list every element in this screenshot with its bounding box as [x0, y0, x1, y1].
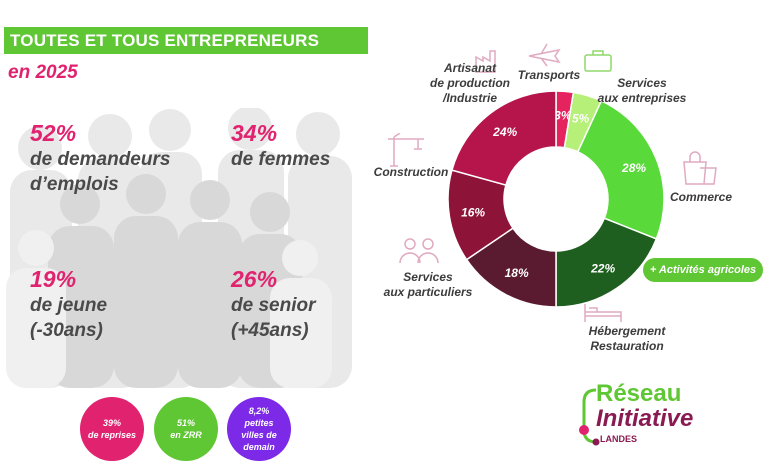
agri-badge: + Activités agricoles	[643, 258, 763, 282]
bubble-value: 8,2%	[248, 406, 270, 416]
bubble-label: petites villes de demain	[241, 418, 277, 452]
shopping-bag-icon	[683, 151, 717, 185]
people-group-icon	[399, 238, 439, 264]
bubble-label: en ZRR	[170, 430, 202, 440]
stat-text: d’emplois	[30, 174, 119, 195]
logo-line3: LANDES	[600, 434, 638, 444]
logo-mark-icon	[579, 388, 600, 446]
donut-slice-label-2: 28%	[621, 161, 646, 175]
donut-slice-label-6: 24%	[492, 125, 517, 139]
label-line: de production	[430, 76, 510, 90]
label-line: Construction	[373, 165, 449, 179]
stat-pct: 19%	[30, 266, 77, 292]
crane-icon	[388, 133, 424, 167]
stat-pct: 26%	[231, 266, 278, 292]
stat-senior: 26% de senior (+45ans)	[231, 266, 315, 343]
bubble-value: 51%	[176, 418, 195, 428]
label-hebergement: Hébergement Restauration	[584, 324, 670, 354]
label-line: Transports	[517, 68, 581, 82]
label-line: Artisanat	[443, 61, 496, 75]
year-subtitle: en 2025	[8, 62, 78, 83]
bed-icon	[584, 304, 622, 322]
donut-slice-label-1: 5%	[572, 112, 590, 126]
logo-line1: Réseau	[596, 380, 682, 407]
label-line: aux entreprises	[597, 91, 687, 105]
stat-young: 19% de jeune (-30ans)	[30, 266, 107, 343]
label-artisanat: Artisanat de production /Industrie	[422, 61, 518, 106]
donut-slice-label-0: 3%	[554, 108, 572, 122]
bubble-label: de reprises	[87, 430, 137, 440]
page-title: TOUTES ET TOUS ENTREPRENEURS	[4, 27, 368, 54]
bubble-value: 39%	[102, 418, 121, 428]
stat-text: de senior	[231, 295, 316, 316]
donut-slice-2	[576, 99, 665, 240]
label-transports: Transports	[512, 68, 586, 83]
stat-text: (-30ans)	[30, 320, 103, 341]
label-line: aux particuliers	[383, 285, 473, 299]
logo-line2: Initiative	[596, 405, 694, 432]
label-construction: Construction	[368, 165, 454, 180]
industry-icon	[475, 50, 496, 73]
donut-slice-label-3: 22%	[590, 262, 615, 276]
bubble-petites-villes: 8,2% petites villes de demain	[227, 397, 291, 461]
label-line: Hébergement	[588, 324, 666, 338]
label-services-particuliers: Services aux particuliers	[378, 270, 478, 300]
bubble-zrr: 51% en ZRR	[154, 397, 218, 461]
people-illustration	[6, 108, 352, 388]
label-line: /Industrie	[442, 91, 497, 105]
briefcase-icon	[584, 50, 612, 72]
label-line: Services	[403, 270, 453, 284]
label-services-entreprises: Services aux entreprises	[588, 76, 696, 106]
stat-text: de femmes	[231, 149, 331, 170]
donut-slice-label-4: 18%	[505, 266, 529, 280]
bubble-reprises: 39% de reprises	[80, 397, 144, 461]
stat-women: 34% de femmes	[231, 120, 330, 172]
stat-job-seekers: 52% de demandeurs d’emplois	[30, 120, 170, 197]
stat-text: de demandeurs	[30, 149, 171, 170]
label-line: Commerce	[669, 190, 733, 204]
stat-text: (+45ans)	[231, 320, 309, 341]
label-line: Restauration	[590, 339, 664, 353]
donut-slice-6	[451, 90, 557, 187]
stat-text: de jeune	[30, 295, 108, 316]
donut-slice-label-5: 16%	[461, 206, 485, 220]
stat-pct: 34%	[231, 120, 278, 146]
label-commerce: Commerce	[664, 190, 738, 205]
label-line: Services	[617, 76, 667, 90]
stat-pct: 52%	[30, 120, 77, 146]
logo: Réseau Initiative LANDES	[578, 380, 738, 454]
plane-icon	[528, 43, 561, 67]
